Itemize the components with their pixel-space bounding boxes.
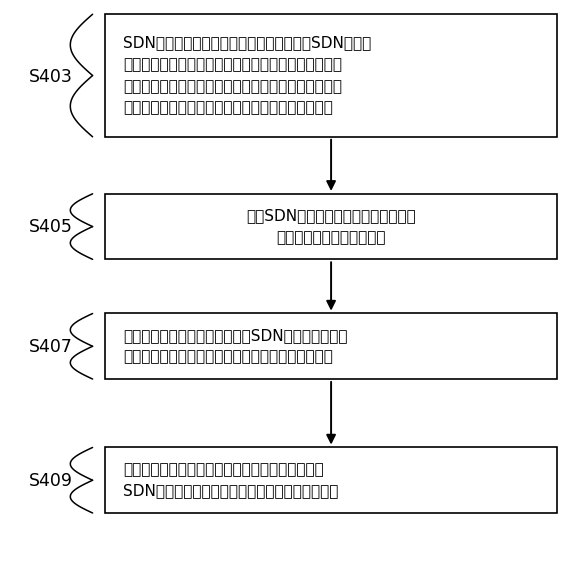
Text: 所述SDN设备根据所述变更流表项集合
更新流表，得到目标流表。: 所述SDN设备根据所述变更流表项集合 更新流表，得到目标流表。 xyxy=(246,208,416,245)
Bar xyxy=(105,14,557,137)
Bar xyxy=(105,447,557,513)
Text: 根据所述目标流表项中的流量转发规则指令，所述
SDN设备将所述网络报文转发至相应的安全隧道。: 根据所述目标流表项中的流量转发规则指令，所述 SDN设备将所述网络报文转发至相应… xyxy=(123,462,339,499)
Text: S409: S409 xyxy=(29,471,73,490)
Text: SDN控制器接收变更流表项集合，并下发至SDN设备；
所述变更流表项集合用于定义，将特定流量子集的传输
通道从第一安全隧道迁移到第二安全隧道，所述特定流
量子集: SDN控制器接收变更流表项集合，并下发至SDN设备； 所述变更流表项集合用于定义… xyxy=(123,35,372,115)
Text: S405: S405 xyxy=(29,218,73,236)
Text: S407: S407 xyxy=(29,337,73,356)
Text: S403: S403 xyxy=(29,68,73,86)
Text: 响应于接收到的网络报文，所述SDN设备在所述目标
流表中，查询与所述网络报文相匹配的目标流表项。: 响应于接收到的网络报文，所述SDN设备在所述目标 流表中，查询与所述网络报文相匹… xyxy=(123,328,347,365)
Bar xyxy=(105,314,557,379)
Bar xyxy=(105,194,557,259)
